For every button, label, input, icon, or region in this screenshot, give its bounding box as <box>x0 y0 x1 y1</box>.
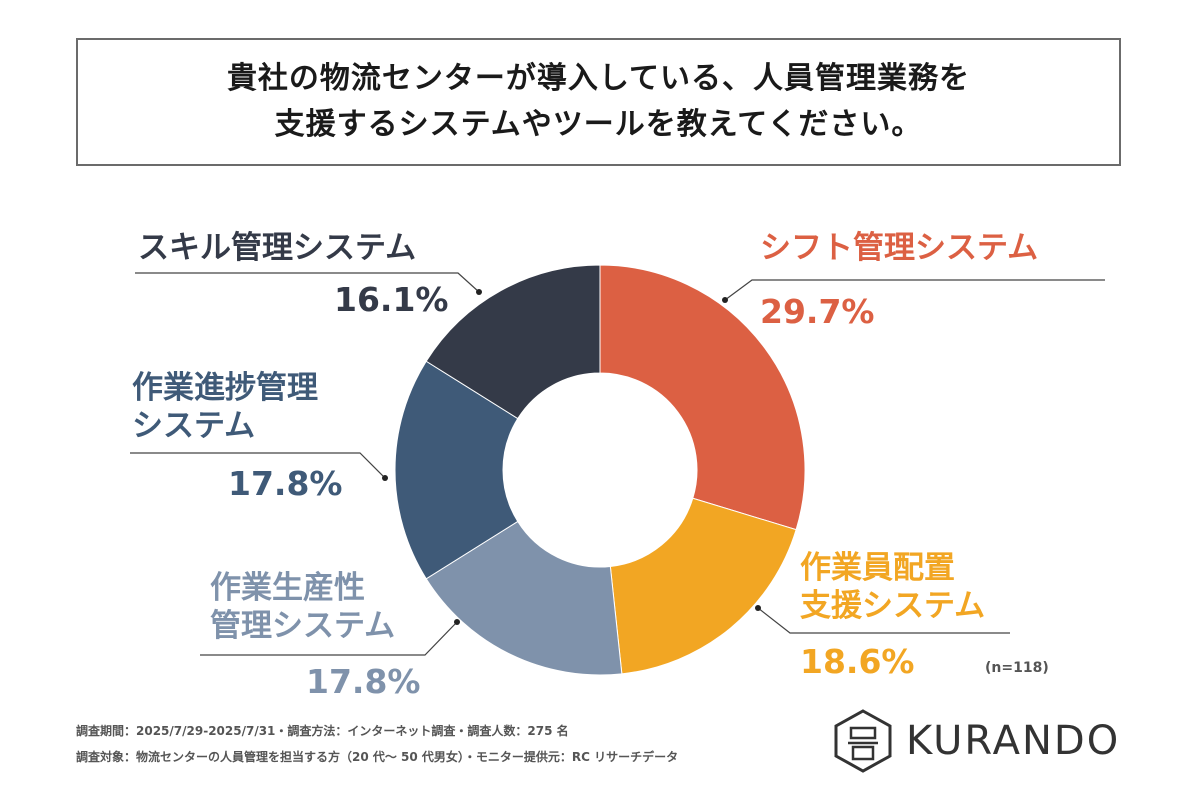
label-skill-pct: 16.1% <box>334 280 449 319</box>
leader-shift-dot <box>722 297 728 303</box>
leader-seisansei <box>200 621 458 656</box>
leader-shinchoku-dot <box>382 475 388 481</box>
leader-haichi-dot <box>755 605 761 611</box>
donut-slice-3 <box>425 520 623 676</box>
label-shinchoku-pct: 17.8% <box>228 464 343 503</box>
donut-slice-4 <box>394 360 519 580</box>
leader-shift <box>724 279 1105 301</box>
label-haichi-name-1: 作業員配置 <box>800 550 955 586</box>
label-shift-pct: 29.7% <box>760 292 875 331</box>
title-line-1: 貴社の物流センターが導入している、人員管理業務を <box>226 61 971 96</box>
sample-size-note: (n=118) <box>985 660 1049 676</box>
title-line-2: 支援するシステムやツールを教えてください。 <box>274 107 923 142</box>
title-box: 貴社の物流センターが導入している、人員管理業務を 支援するシステムやツールを教え… <box>76 38 1121 166</box>
footnote-line-1: 調査期間：2025/7/29-2025/7/31・調査方法：インターネット調査・… <box>76 724 569 738</box>
label-skill-name: スキル管理システム <box>138 230 417 266</box>
donut-slice-2 <box>609 497 797 675</box>
label-haichi-pct: 18.6% <box>800 642 915 681</box>
kurando-logo: KURANDO <box>832 708 1120 774</box>
leader-skill-dot <box>476 289 482 295</box>
label-shinchoku-name-2: システム <box>132 408 256 444</box>
label-haichi-name-2: 支援システム <box>800 588 986 624</box>
donut-slice-5 <box>425 264 601 420</box>
leader-shinchoku <box>130 452 386 479</box>
label-shift-name: シフト管理システム <box>760 230 1039 266</box>
footnote-line-2: 調査対象：物流センターの人員管理を担当する方（20 代〜 50 代男女）・モニタ… <box>76 750 679 764</box>
leader-haichi <box>757 607 1010 634</box>
label-seisansei-pct: 17.8% <box>306 662 421 701</box>
label-seisansei-name-1: 作業生産性 <box>210 570 365 606</box>
label-seisansei-name-2: 管理システム <box>210 608 396 644</box>
donut-slice-1 <box>599 264 806 531</box>
leader-seisansei-dot <box>454 619 460 625</box>
kurando-logo-icon <box>834 709 892 773</box>
kurando-logo-text: KURANDO <box>906 718 1121 764</box>
label-shinchoku-name-1: 作業進捗管理 <box>132 370 318 406</box>
leader-skill <box>135 272 480 293</box>
